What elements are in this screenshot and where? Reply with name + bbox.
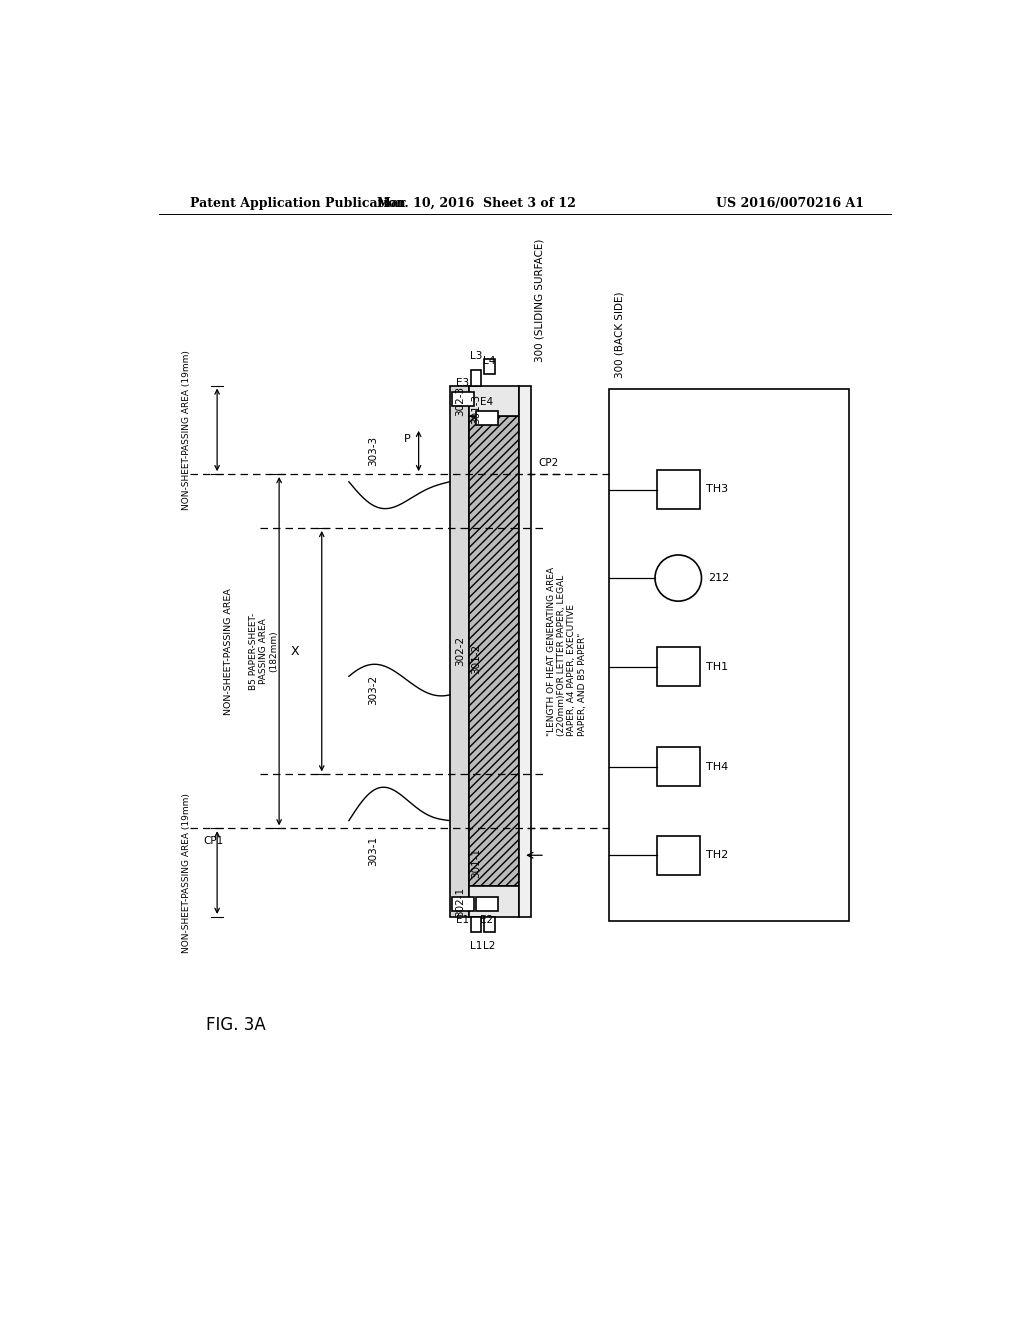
- Text: 301-1: 301-1: [471, 849, 481, 878]
- Text: NON-SHEET-PASSING AREA (19mm): NON-SHEET-PASSING AREA (19mm): [181, 350, 190, 510]
- Bar: [471, 370, 481, 385]
- Text: Patent Application Publication: Patent Application Publication: [190, 197, 406, 210]
- Text: P: P: [403, 434, 411, 445]
- Bar: [452, 896, 474, 911]
- Bar: [519, 385, 531, 917]
- Text: TH3: TH3: [706, 484, 728, 495]
- Text: 303-2: 303-2: [369, 675, 378, 705]
- Text: CP1: CP1: [203, 836, 223, 846]
- Text: L1: L1: [470, 941, 482, 952]
- Bar: [657, 470, 699, 508]
- Text: 300 (BACK SIDE): 300 (BACK SIDE): [614, 292, 625, 378]
- Text: US 2016/0070216 A1: US 2016/0070216 A1: [716, 197, 864, 210]
- Bar: [657, 647, 699, 686]
- Text: L2: L2: [483, 941, 496, 952]
- Text: 303-1: 303-1: [369, 837, 378, 866]
- Text: E2: E2: [480, 915, 494, 924]
- Bar: [469, 416, 519, 886]
- Bar: [657, 747, 699, 785]
- Text: FIG. 3A: FIG. 3A: [206, 1015, 265, 1034]
- Text: 302-2: 302-2: [455, 636, 465, 667]
- Text: TH4: TH4: [706, 762, 728, 772]
- Bar: [483, 359, 495, 374]
- Text: 301-3: 301-3: [471, 393, 481, 424]
- Text: NON-SHEET-PASSING AREA: NON-SHEET-PASSING AREA: [224, 587, 233, 714]
- Text: 301-2: 301-2: [471, 644, 481, 675]
- Text: X: X: [291, 644, 299, 657]
- Bar: [476, 411, 498, 425]
- Bar: [608, 389, 849, 921]
- Bar: [657, 836, 699, 875]
- Bar: [452, 392, 474, 405]
- Circle shape: [655, 554, 701, 601]
- Text: E4: E4: [480, 397, 494, 407]
- Bar: [476, 896, 498, 911]
- Text: 212: 212: [708, 573, 729, 583]
- Bar: [471, 917, 481, 932]
- Text: CP2: CP2: [539, 458, 559, 469]
- Text: TH2: TH2: [706, 850, 728, 861]
- Bar: [483, 917, 495, 932]
- Text: E1: E1: [457, 915, 469, 924]
- Text: 303-3: 303-3: [369, 436, 378, 466]
- Text: L3: L3: [470, 351, 482, 360]
- Bar: [469, 886, 519, 917]
- Text: NON-SHEET-PASSING AREA (19mm): NON-SHEET-PASSING AREA (19mm): [181, 792, 190, 953]
- Text: B5 PAPER-SHEET-
PASSING AREA
(182mm): B5 PAPER-SHEET- PASSING AREA (182mm): [249, 612, 279, 690]
- Text: Mar. 10, 2016  Sheet 3 of 12: Mar. 10, 2016 Sheet 3 of 12: [377, 197, 577, 210]
- Text: L4: L4: [483, 356, 496, 367]
- Text: TH1: TH1: [706, 661, 728, 672]
- Text: 300 (SLIDING SURFACE): 300 (SLIDING SURFACE): [535, 239, 545, 363]
- Text: 302-1: 302-1: [455, 887, 465, 916]
- Bar: [450, 385, 469, 917]
- Bar: [469, 385, 519, 416]
- Text: 302-3: 302-3: [455, 385, 465, 416]
- Text: "LENGTH OF HEAT GENERATING AREA
(220mm)FOR LETTER PAPER, LEGAL
PAPER, A4 PAPER, : "LENGTH OF HEAT GENERATING AREA (220mm)F…: [547, 566, 587, 735]
- Text: E3: E3: [457, 378, 469, 388]
